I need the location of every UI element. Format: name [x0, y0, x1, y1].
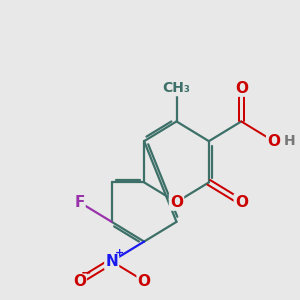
Text: O: O — [73, 274, 86, 289]
Text: H: H — [284, 134, 296, 148]
Text: CH₃: CH₃ — [163, 81, 190, 95]
Text: +: + — [115, 248, 124, 258]
Text: O: O — [235, 81, 248, 96]
Text: −: − — [81, 266, 91, 279]
Text: O: O — [267, 134, 280, 149]
Text: F: F — [74, 195, 85, 210]
Text: O: O — [235, 195, 248, 210]
Text: O: O — [138, 274, 151, 289]
Text: N: N — [105, 254, 118, 269]
Text: O: O — [170, 195, 183, 210]
